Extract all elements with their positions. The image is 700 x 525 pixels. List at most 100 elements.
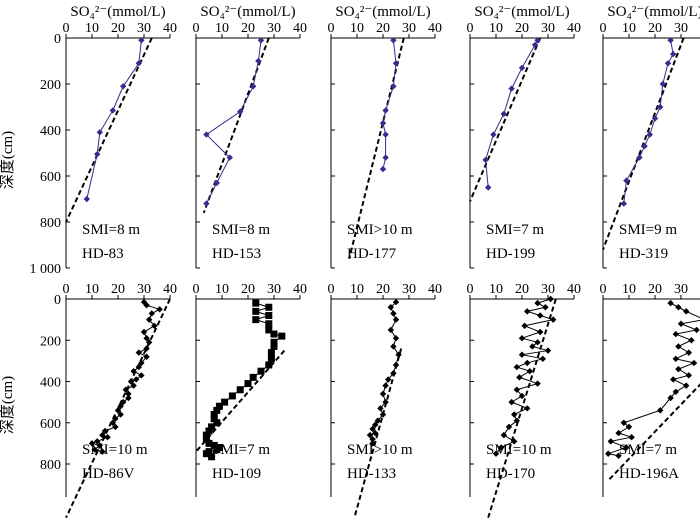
x-tick-label: 10 [489, 282, 503, 297]
data-point [672, 330, 679, 338]
trend-line [602, 37, 685, 250]
smi-label: SMI=8 m [212, 222, 270, 238]
series-line [623, 40, 674, 204]
data-point [379, 411, 387, 418]
data-point [205, 427, 213, 435]
data-point [226, 154, 233, 161]
data-point [104, 433, 111, 441]
data-point [135, 349, 142, 356]
core-id-label: HD-177 [347, 246, 397, 262]
data-point [675, 343, 682, 350]
data-point [524, 405, 531, 412]
data-point [628, 433, 635, 441]
data-point [140, 298, 148, 306]
data-point [392, 316, 400, 323]
x-axis-title: SO₄²⁻(mmol/L) [70, 4, 165, 20]
y-tick-label: 400 [40, 124, 61, 139]
x-axis-title: SO₄²⁻(mmol/L) [607, 4, 700, 20]
data-point [278, 332, 286, 340]
series-line [205, 40, 262, 204]
data-point [485, 184, 492, 191]
data-point [544, 347, 552, 354]
data-point [607, 438, 614, 445]
data-point [534, 339, 541, 346]
x-tick-label: 30 [541, 21, 555, 36]
data-point [265, 320, 273, 328]
x-tick-label: 10 [215, 21, 229, 36]
data-point [379, 390, 387, 398]
x-tick-label: 10 [350, 282, 364, 297]
data-point [392, 334, 400, 342]
data-point [392, 60, 400, 67]
data-point [526, 367, 533, 375]
data-point [508, 85, 515, 92]
data-point [690, 359, 698, 367]
data-point [208, 453, 216, 461]
data-point [620, 200, 627, 207]
x-tick-label: 40 [163, 282, 177, 297]
data-point [94, 438, 101, 445]
data-point [125, 390, 132, 398]
data-point [511, 438, 518, 445]
data-point [203, 131, 210, 138]
x-tick-label: 0 [63, 21, 70, 36]
data-point [524, 359, 531, 367]
data-point [620, 419, 627, 426]
data-point [693, 326, 700, 334]
data-point [531, 41, 539, 49]
x-tick-label: 30 [137, 282, 151, 297]
smi-label: SMI>10 m [347, 442, 413, 458]
data-point [369, 436, 376, 443]
data-point [623, 177, 630, 184]
data-point [125, 394, 132, 402]
data-point [392, 361, 400, 369]
x-tick-label: 10 [350, 21, 364, 36]
x-tick-label: 30 [267, 21, 281, 36]
data-point [685, 349, 692, 356]
x-tick-label: 30 [402, 21, 416, 36]
data-point [513, 363, 520, 371]
data-point [390, 370, 397, 377]
data-point [91, 446, 98, 453]
data-point [670, 50, 677, 58]
data-point [270, 338, 278, 346]
data-point [534, 37, 541, 44]
data-point [683, 382, 690, 389]
data-point [550, 316, 557, 323]
core-id-label: HD-86V [82, 466, 135, 482]
trend-line [202, 37, 270, 214]
data-point [101, 427, 109, 435]
data-point [395, 351, 402, 358]
x-tick-label: 10 [85, 282, 99, 297]
data-point [265, 312, 273, 319]
data-point [255, 57, 262, 65]
data-point [482, 156, 489, 164]
data-point [210, 411, 218, 418]
smi-label: SMI=7 m [212, 442, 270, 458]
data-point [542, 304, 549, 311]
data-point [539, 355, 546, 363]
data-point [675, 365, 682, 373]
data-point [146, 316, 153, 323]
data-point [99, 431, 106, 439]
x-axis-title: SO₄²⁻(mmol/L) [474, 4, 569, 20]
x-tick-label: 20 [111, 21, 125, 36]
smi-label: SMI=7 m [486, 222, 544, 238]
data-point [390, 310, 397, 317]
data-point [143, 345, 150, 352]
data-point [547, 295, 554, 303]
data-point [138, 359, 145, 367]
data-point [265, 326, 273, 334]
data-point [265, 361, 273, 369]
data-point [215, 402, 223, 410]
data-point [133, 376, 140, 383]
trend-line [487, 298, 557, 518]
data-point [505, 423, 513, 431]
data-point [109, 107, 116, 114]
data-point [221, 398, 229, 406]
data-point [265, 303, 273, 311]
data-point [372, 429, 379, 437]
x-tick-label: 40 [293, 282, 307, 297]
